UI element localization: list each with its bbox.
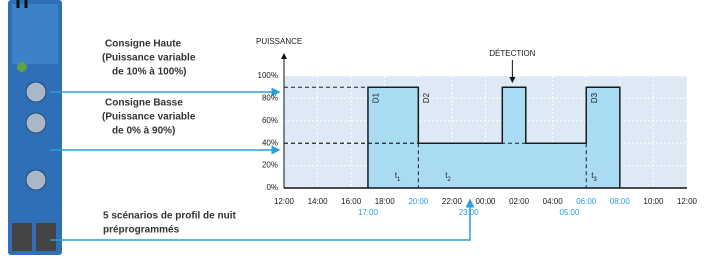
callout-line: préprogrammés <box>103 225 180 236</box>
phase-label: D2 <box>422 92 431 103</box>
x-tick-label: 06:00 <box>576 197 597 206</box>
callout-line: Consigne Basse <box>105 98 183 109</box>
callout-line: de 10% à 100%) <box>112 67 187 78</box>
callout-line: 5 scénarios de profil de nuit <box>103 211 236 222</box>
time-label: 23:00 <box>459 208 480 217</box>
y-tick-label: 100% <box>258 71 278 80</box>
y-tick-label: 60% <box>262 116 278 125</box>
callout-line: (Puissance variable <box>102 112 196 123</box>
x-tick-label: 08:00 <box>610 197 631 206</box>
x-tick-label: 02:00 <box>509 197 530 206</box>
x-tick-label: 16:00 <box>341 197 362 206</box>
y-tick-label: 40% <box>262 138 278 147</box>
diagram: Consigne Haute (Puissance variable de 10… <box>0 0 704 255</box>
x-tick-label: 14:00 <box>308 197 329 206</box>
device <box>8 0 62 255</box>
y-axis-label: PUISSANCE <box>256 37 302 46</box>
phase-label: D1 <box>371 92 380 103</box>
callout-line: (Puissance variable <box>102 53 196 64</box>
callout-line: Consigne Haute <box>105 39 182 50</box>
phase-label: D3 <box>590 92 599 103</box>
time-label: 05:00 <box>559 208 580 217</box>
callout-line: de 0% à 90%) <box>112 126 175 137</box>
x-tick-label: 04:00 <box>543 197 564 206</box>
x-tick-label: 10:00 <box>643 197 664 206</box>
y-tick-label: 80% <box>262 94 278 103</box>
x-tick-label: 22:00 <box>442 197 463 206</box>
time-label: 17:00 <box>358 208 379 217</box>
x-tick-label: 12:00 <box>274 197 295 206</box>
x-tick-label: 18:00 <box>375 197 396 206</box>
y-tick-label: 0% <box>266 183 278 192</box>
y-tick-label: 20% <box>262 161 278 170</box>
x-tick-label: 12:00 <box>677 197 698 206</box>
detection-label: DÉTECTION <box>489 49 535 58</box>
x-tick-label: 00:00 <box>475 197 496 206</box>
x-tick-label: 20:00 <box>408 197 429 206</box>
